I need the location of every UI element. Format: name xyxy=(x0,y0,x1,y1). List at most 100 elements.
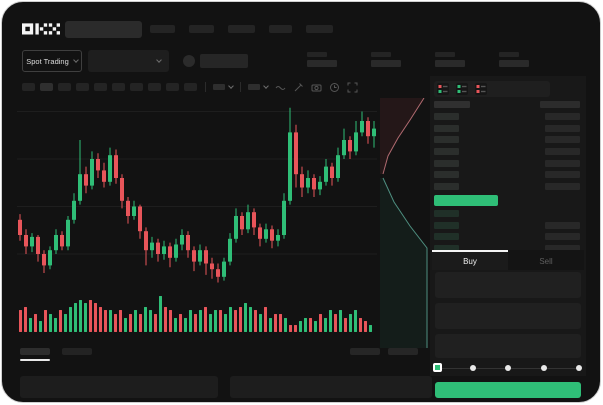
nav-item[interactable] xyxy=(306,25,333,33)
pair-action-button[interactable] xyxy=(200,54,248,68)
candle-body xyxy=(246,212,250,230)
trade-tabs: Buy Sell xyxy=(432,250,584,270)
amount-input[interactable] xyxy=(435,303,581,329)
stat-label xyxy=(371,52,391,57)
slider-stop[interactable] xyxy=(469,365,476,371)
camera-icon[interactable] xyxy=(311,82,322,93)
candle-style-dropdown-label xyxy=(248,84,260,90)
history-icon[interactable] xyxy=(329,82,340,93)
volume-bar xyxy=(179,314,182,332)
candle-body xyxy=(282,200,286,235)
interval-button[interactable] xyxy=(130,83,143,91)
bottom-panel-right xyxy=(230,376,432,398)
search-input[interactable] xyxy=(65,21,142,38)
volume-bar xyxy=(279,314,282,332)
orderbook-bid-row[interactable] xyxy=(434,219,580,231)
nav-item[interactable] xyxy=(189,25,214,33)
volume-bar xyxy=(254,310,257,332)
orderbook-view-toggle xyxy=(434,81,550,97)
slider-stop[interactable] xyxy=(505,365,511,371)
orderbook-bid-row[interactable] xyxy=(434,208,580,220)
okx-logo[interactable] xyxy=(22,22,60,37)
volume-bar xyxy=(29,317,32,332)
interval-button[interactable] xyxy=(184,83,197,91)
pair-selector-dropdown[interactable] xyxy=(88,50,169,72)
orderbook-bid-row[interactable] xyxy=(434,231,580,243)
volume-bar xyxy=(164,306,167,332)
chart-tools xyxy=(205,81,358,93)
indicator-dropdown[interactable] xyxy=(213,83,234,90)
volume-bar xyxy=(89,299,92,332)
volume-bar xyxy=(224,314,227,332)
interval-button[interactable] xyxy=(58,83,71,91)
buy-submit-button[interactable] xyxy=(435,382,581,398)
slider-stop[interactable] xyxy=(540,365,547,371)
interval-button[interactable] xyxy=(40,83,53,91)
interval-button[interactable] xyxy=(112,83,125,91)
stat-value xyxy=(307,60,337,67)
market-type-dropdown[interactable]: Spot Trading xyxy=(22,50,82,72)
slider-stop[interactable] xyxy=(576,365,582,371)
orderbook-ask-row[interactable] xyxy=(434,169,580,181)
volume-bar xyxy=(74,303,77,332)
volume-bar xyxy=(364,321,367,332)
candle-style-dropdown[interactable] xyxy=(248,83,269,90)
nav-item[interactable] xyxy=(150,25,175,33)
orderbook-ask-row[interactable] xyxy=(434,181,580,193)
bids-book-icon[interactable] xyxy=(456,83,468,95)
interval-button[interactable] xyxy=(148,83,161,91)
volume-bar xyxy=(334,314,337,332)
chart-bottom-right-control[interactable] xyxy=(350,348,380,355)
interval-button[interactable] xyxy=(166,83,179,91)
candle-body xyxy=(366,121,370,137)
chart-bottom-right-control[interactable] xyxy=(388,348,418,355)
candle-body xyxy=(108,155,112,182)
orderbook-ask-row[interactable] xyxy=(434,122,580,134)
nav-item[interactable] xyxy=(269,25,292,33)
interval-button[interactable] xyxy=(94,83,107,91)
volume-bar xyxy=(124,317,127,332)
candle-body xyxy=(252,212,256,228)
volume-bar xyxy=(49,314,52,332)
candle-body xyxy=(138,206,142,232)
candlestick-chart[interactable] xyxy=(17,102,377,292)
volume-bar xyxy=(339,310,342,332)
candle-body xyxy=(210,263,214,270)
interval-button[interactable] xyxy=(76,83,89,91)
last-price-bar[interactable] xyxy=(434,194,498,206)
volume-bar xyxy=(169,310,172,332)
orderbook-ask-row[interactable] xyxy=(434,134,580,146)
candle-body xyxy=(180,235,184,245)
price-input[interactable] xyxy=(435,272,581,298)
total-input[interactable] xyxy=(435,334,581,358)
interval-button[interactable] xyxy=(22,83,35,91)
coin-avatar[interactable] xyxy=(183,55,195,67)
candle-body xyxy=(330,166,334,178)
orderbook-ask-row[interactable] xyxy=(434,111,580,123)
ask-amount-bar xyxy=(545,171,580,179)
volume-bar xyxy=(149,310,152,332)
chart-bottom-tab-active[interactable] xyxy=(20,348,50,355)
orderbook-ask-row[interactable] xyxy=(434,157,580,169)
tab-sell[interactable]: Sell xyxy=(508,250,584,270)
draw-icon[interactable] xyxy=(293,82,304,93)
volume-bar xyxy=(329,310,332,332)
nav-item[interactable] xyxy=(228,25,255,33)
amount-slider[interactable] xyxy=(433,363,582,373)
wave-icon[interactable] xyxy=(275,82,286,93)
volume-bar xyxy=(314,321,317,332)
slider-handle[interactable] xyxy=(433,363,442,372)
volume-bar xyxy=(349,314,352,332)
tab-buy[interactable]: Buy xyxy=(432,250,508,270)
combined-book-icon[interactable] xyxy=(437,83,449,95)
volume-bars xyxy=(19,294,377,332)
orderbook-bid-row[interactable] xyxy=(434,243,580,255)
candle-body xyxy=(156,242,160,254)
fullscreen-icon[interactable] xyxy=(347,82,358,93)
depth-bids-area xyxy=(380,178,427,348)
chart-bottom-tab[interactable] xyxy=(62,348,92,355)
header-nav xyxy=(150,25,333,33)
asks-book-icon[interactable] xyxy=(475,83,487,95)
orderbook-ask-row[interactable] xyxy=(434,146,580,158)
